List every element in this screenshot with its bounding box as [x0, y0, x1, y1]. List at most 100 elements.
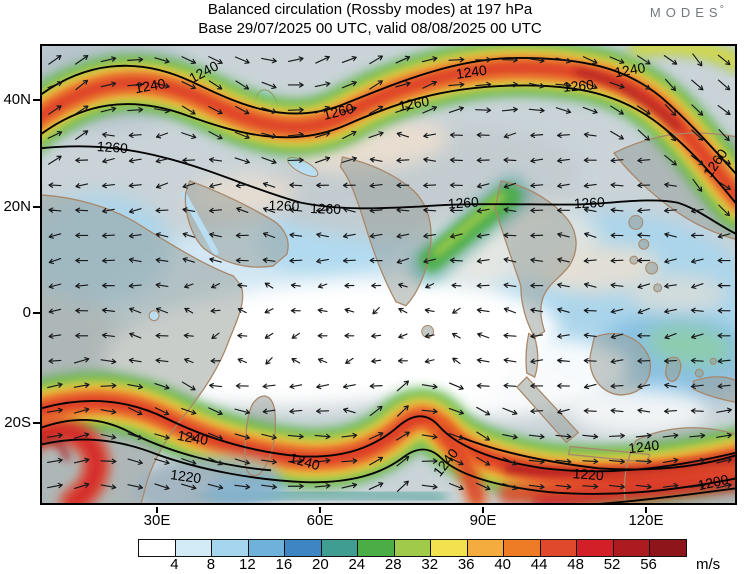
wind-arrow: [234, 483, 251, 490]
wind-arrow: [289, 207, 303, 213]
malay-peninsula: [525, 333, 538, 378]
wind-arrow: [477, 332, 490, 339]
wind-arrow: [637, 129, 650, 141]
wind-arrow: [501, 106, 518, 113]
wind-arrow: [718, 129, 730, 142]
wind-arrow: [208, 382, 223, 389]
wind-arrow: [128, 357, 142, 364]
wind-arrow: [422, 80, 437, 89]
colorbar-cell: [358, 540, 395, 556]
wind-arrow: [396, 157, 410, 164]
contour-label: 1200: [696, 471, 730, 493]
wind-arrow: [75, 183, 89, 189]
wind-arrow: [237, 307, 247, 314]
wind-arrow: [75, 332, 89, 339]
wind-arrow: [181, 407, 197, 415]
wind-arrow: [234, 56, 250, 64]
wind-arrow: [100, 81, 117, 88]
wind-arrow: [582, 56, 598, 65]
wind-arrow: [476, 132, 490, 138]
page-title: Balanced circulation (Rossby modes) at 1…: [207, 1, 533, 18]
wind-arrow: [184, 283, 194, 289]
wind-arrow: [424, 333, 435, 339]
wind-arrow: [235, 105, 250, 115]
wind-arrow: [47, 432, 63, 439]
wind-arrow: [101, 332, 115, 339]
modes-logo-mark: °: [719, 4, 724, 16]
contour-label: 1240: [627, 437, 660, 457]
wind-arrow: [155, 207, 169, 214]
wind-arrow: [662, 483, 679, 489]
lat-tick-mark: [33, 99, 40, 101]
wind-arrow: [449, 457, 464, 466]
wind-arrow: [717, 233, 731, 239]
wind-arrow: [423, 258, 436, 264]
geopotential-contour: [598, 487, 735, 503]
malay-peninsula-coastline: [525, 332, 539, 379]
wind-arrow: [476, 208, 490, 214]
wind-arrow: [555, 82, 572, 89]
wind-arrow: [371, 358, 382, 364]
wind-arrow: [501, 81, 518, 88]
wind-arrow: [75, 130, 89, 140]
wind-arrow: [448, 56, 465, 63]
wind-arrow: [181, 458, 197, 466]
wind-arrow: [102, 158, 115, 164]
wind-arrow: [530, 132, 544, 139]
wind-arrow: [289, 408, 303, 414]
wind-arrow: [100, 106, 117, 113]
wind-arrow: [371, 282, 382, 289]
lon-tick-mark: [156, 507, 158, 513]
wind-arrow: [582, 106, 598, 114]
contour-label: 1260: [322, 100, 356, 123]
wind-arrow: [101, 257, 115, 264]
wind-arrow: [421, 483, 438, 490]
wind-arrow: [689, 432, 706, 439]
wind-arrow: [234, 408, 251, 415]
wind-arrow: [210, 358, 221, 364]
wind-arrow: [371, 333, 382, 339]
wind-arrow: [716, 432, 732, 439]
wind-arrow: [234, 458, 250, 465]
wind-arrow: [690, 208, 704, 214]
colorbar-tick-label: 20: [311, 556, 329, 573]
colorbar-cell: [394, 540, 432, 556]
wind-arrow: [448, 407, 465, 415]
wind-arrow: [396, 233, 410, 239]
wind-arrow: [155, 182, 169, 189]
wind-arrow: [557, 307, 570, 313]
wind-arrow: [449, 207, 463, 214]
wind-arrow: [664, 382, 677, 389]
lat-tick-label: 0: [22, 304, 31, 321]
wind-arrow: [583, 332, 597, 339]
wind-arrow: [717, 79, 731, 91]
new-guinea-landmass-coastline: [692, 376, 735, 403]
wind-arrow: [664, 358, 678, 364]
wind-arrow: [476, 456, 491, 466]
lon-tick-label: 120E: [628, 512, 664, 529]
map-canvas: 1240 1240 1260 1260 1260 1240 1260 1240 1260 1260…: [40, 44, 737, 505]
wind-arrow: [48, 155, 62, 165]
wind-arrow: [423, 233, 437, 239]
wind-arrow: [475, 482, 491, 491]
colorbar-cell: [577, 540, 614, 556]
wind-arrow: [47, 407, 63, 414]
wind-arrow: [716, 407, 732, 414]
wind-arrow: [287, 157, 304, 163]
contour-label: 1240: [134, 75, 167, 96]
wind-arrow: [555, 483, 572, 490]
wind-arrow: [423, 207, 437, 213]
wind-arrow: [421, 56, 438, 63]
wind-arrow: [100, 358, 117, 365]
wind-arrow: [448, 482, 464, 491]
wind-arrow: [582, 483, 599, 490]
wind-arrow: [396, 455, 410, 467]
wind-arrow: [665, 128, 677, 142]
wind-arrow: [290, 282, 301, 289]
wind-arrow: [208, 106, 223, 115]
wind-arrow: [345, 357, 354, 364]
wind-arrow: [100, 433, 117, 440]
australia-landmass-coastline: [623, 427, 735, 503]
indochina-landmass-coastline: [494, 180, 577, 339]
